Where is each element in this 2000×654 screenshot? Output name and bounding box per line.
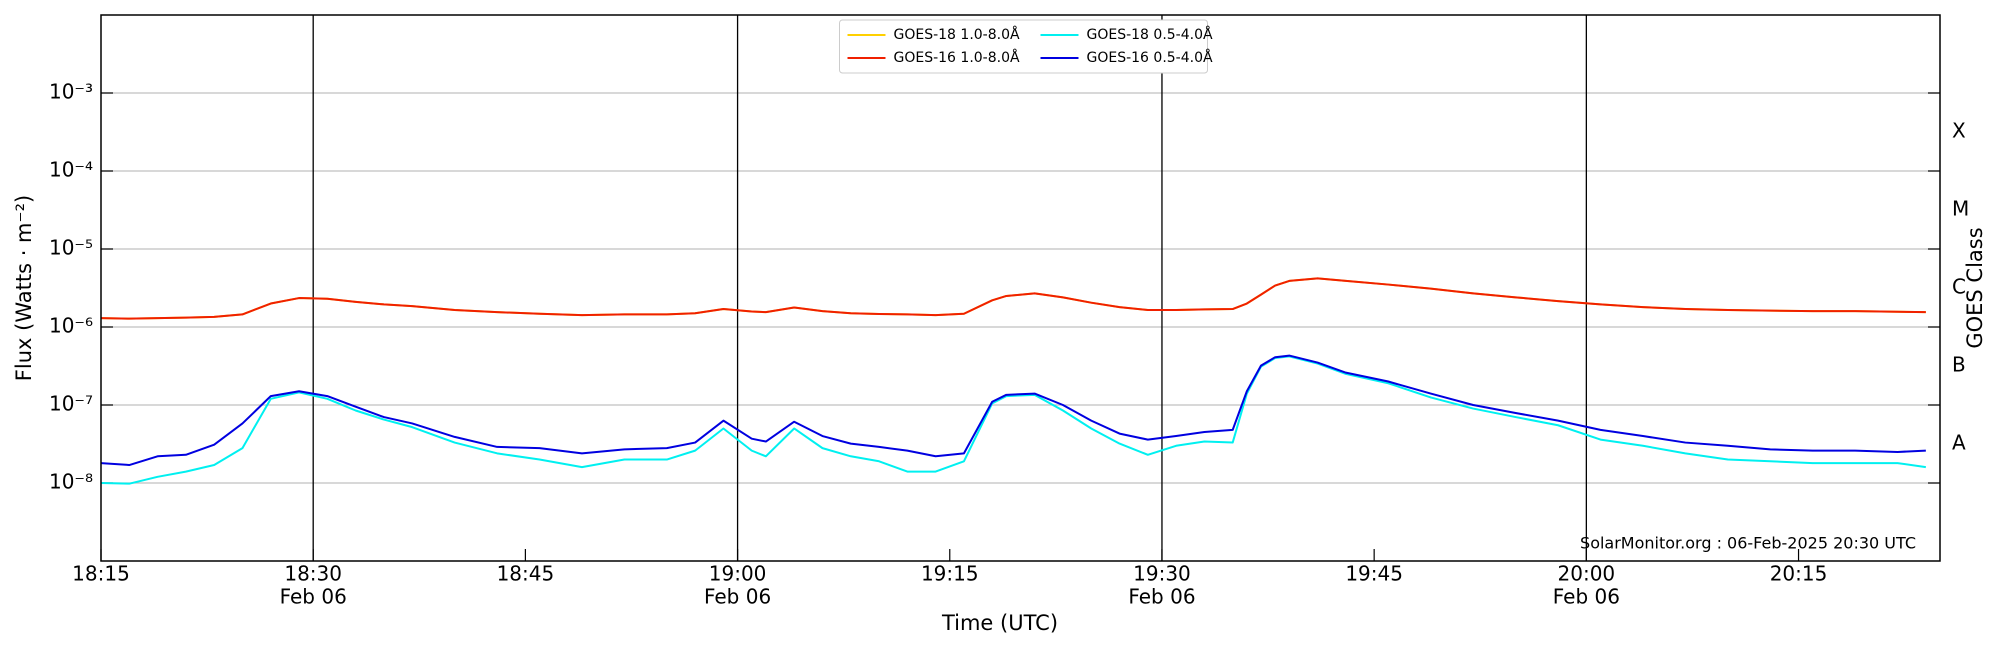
x-tick-sublabel: Feb 06 [1553, 585, 1620, 609]
x-tick-sublabel: Feb 06 [704, 585, 771, 609]
x-tick-sublabel: Feb 06 [280, 585, 347, 609]
x-axis-label: Time (UTC) [941, 611, 1058, 635]
y-tick-label: 10⁻⁷ [49, 392, 93, 416]
y2-axis-label: GOES Class [1963, 227, 1987, 348]
legend-label: GOES-18 0.5-4.0Å [1087, 26, 1213, 43]
x-tick-label: 19:45 [1345, 562, 1403, 586]
x-tick-label: 20:15 [1770, 562, 1828, 586]
y-tick-label: 10⁻⁸ [49, 470, 93, 494]
series-line [100, 354, 1926, 467]
y2-tick-label: A [1952, 431, 1966, 455]
legend-label: GOES-16 0.5-4.0Å [1087, 49, 1213, 66]
x-tick-label: 19:15 [921, 562, 979, 586]
y-tick-label: 10⁻⁴ [49, 158, 93, 182]
annotation: SolarMonitor.org : 06-Feb-2025 20:30 UTC [1580, 534, 1916, 553]
legend-label: GOES-16 1.0-8.0Å [894, 49, 1020, 66]
x-tick-label: 20:00 [1558, 562, 1616, 586]
y2-tick-label: C [1952, 275, 1966, 299]
y-tick-label: 10⁻⁵ [49, 236, 93, 260]
y-axis-label: Flux (Watts · m⁻²) [12, 195, 36, 381]
y2-tick-label: M [1952, 197, 1969, 221]
x-tick-label: 18:45 [497, 562, 555, 586]
x-tick-label: 18:15 [72, 562, 130, 586]
legend: GOES-18 1.0-8.0Å GOES-16 1.0-8.0Å GOES-18 … [839, 19, 1213, 74]
y-tick-label: 10⁻³ [49, 80, 93, 104]
y2-tick-label: X [1952, 119, 1966, 143]
plot-frame [100, 14, 1941, 562]
legend-label: GOES-18 1.0-8.0Å [894, 26, 1020, 43]
x-tick-sublabel: Feb 06 [1128, 585, 1195, 609]
x-tick-label: 19:00 [709, 562, 767, 586]
series-line [100, 277, 1926, 320]
y-tick-label: 10⁻⁶ [49, 314, 93, 338]
x-tick-label: 18:30 [284, 562, 342, 586]
x-tick-label: 19:30 [1133, 562, 1191, 586]
y2-tick-label: B [1952, 353, 1966, 377]
legend-box [839, 19, 1208, 74]
